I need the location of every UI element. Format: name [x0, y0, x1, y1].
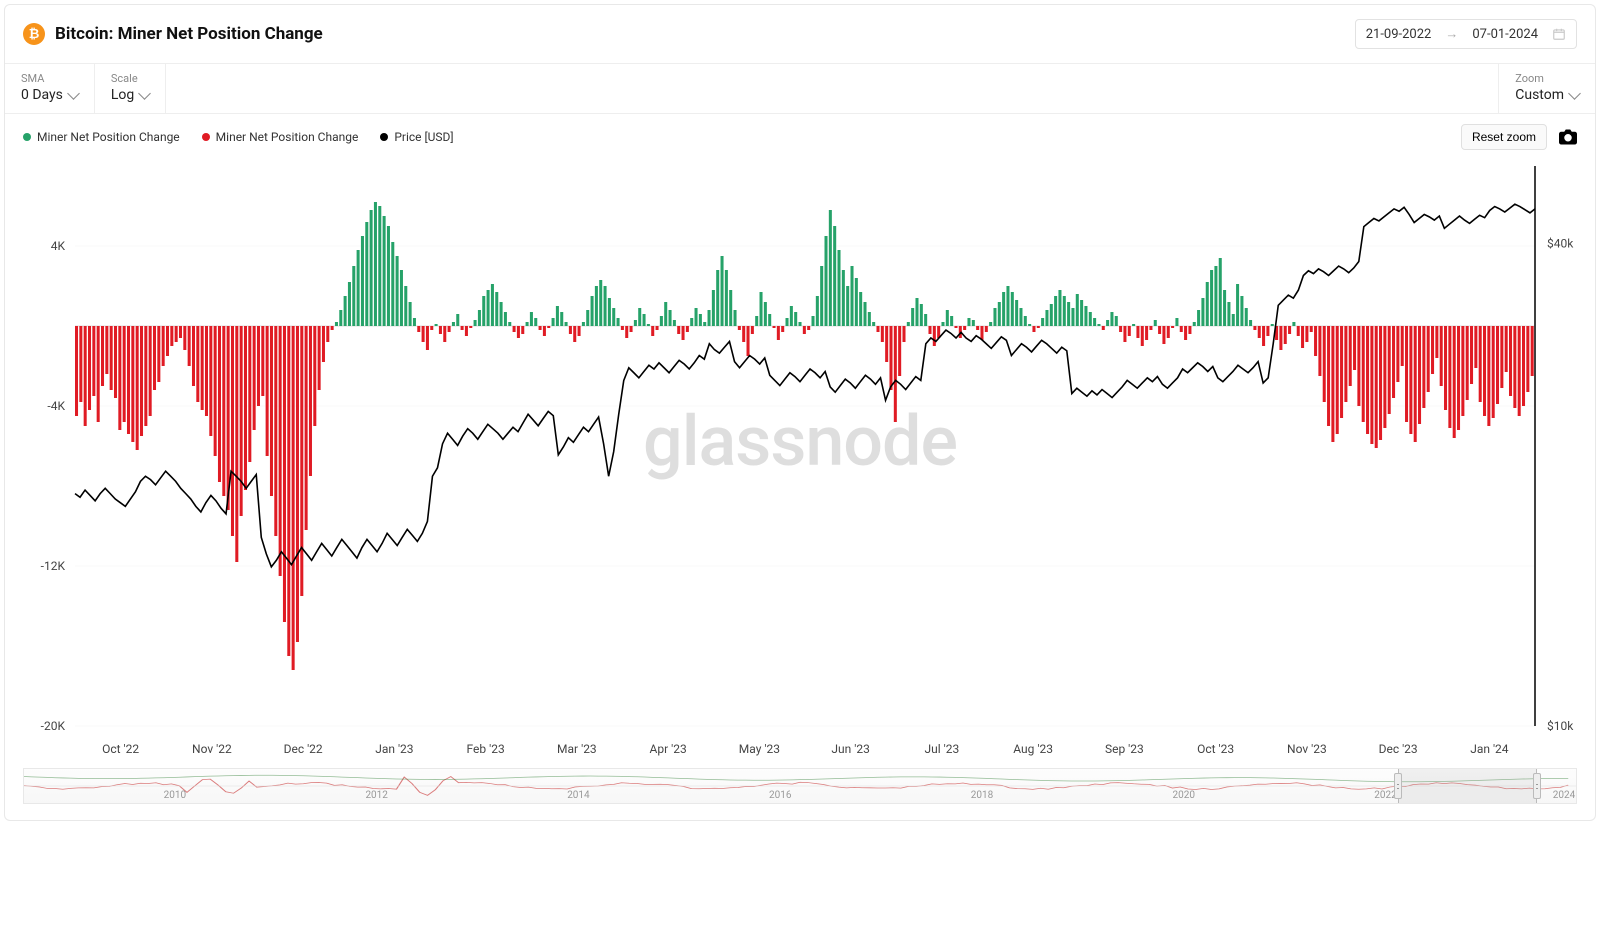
brush-year-label: 2012 [365, 790, 387, 801]
scale-control[interactable]: Scale Log [95, 64, 166, 113]
x-tick-label: Mar '23 [531, 742, 622, 756]
x-tick-label: May '23 [714, 742, 805, 756]
x-tick-label: Nov '22 [166, 742, 257, 756]
chart-svg: -20K-12K-4K4K$10k$40k [75, 156, 1535, 736]
brush-year-label: 2024 [1553, 790, 1575, 801]
x-tick-label: Dec '23 [1353, 742, 1444, 756]
dot-icon [202, 133, 210, 141]
chart-panel: ₿ Bitcoin: Miner Net Position Change 21-… [4, 4, 1596, 821]
x-tick-label: Feb '23 [440, 742, 531, 756]
x-tick-label: Dec '22 [258, 742, 349, 756]
x-tick-label: Sep '23 [1079, 742, 1170, 756]
svg-text:-12K: -12K [41, 559, 66, 573]
controls-bar: SMA 0 Days Scale Log Zoom Custom [5, 64, 1595, 114]
date-range-picker[interactable]: 21-09-2022 → 07-01-2024 [1355, 19, 1577, 49]
legend-bar: Miner Net Position Change Miner Net Posi… [5, 114, 1595, 156]
arrow-right-icon: → [1445, 26, 1458, 42]
chevron-down-icon [1568, 87, 1581, 100]
sma-value: 0 Days [21, 87, 63, 103]
x-tick-label: Aug '23 [988, 742, 1079, 756]
svg-text:-20K: -20K [41, 719, 66, 733]
title-wrap: ₿ Bitcoin: Miner Net Position Change [23, 23, 323, 45]
zoom-control[interactable]: Zoom Custom [1498, 64, 1595, 113]
time-brush[interactable]: 20102012201420162018202020222024 [23, 768, 1577, 804]
chevron-down-icon [138, 87, 151, 100]
brush-selection[interactable] [1398, 769, 1538, 803]
right-tools: Reset zoom [1461, 124, 1577, 150]
chart-area[interactable]: glassnode -20K-12K-4K4K$10k$40k [5, 156, 1595, 736]
brush-year-label: 2018 [971, 790, 993, 801]
brush-sparkline [24, 769, 1576, 803]
svg-text:-4K: -4K [47, 399, 65, 413]
calendar-icon [1552, 27, 1566, 41]
svg-text:$40k: $40k [1547, 237, 1574, 251]
zoom-value: Custom [1515, 87, 1564, 103]
camera-icon[interactable] [1559, 129, 1577, 145]
sma-label: SMA [21, 72, 78, 85]
date-from: 21-09-2022 [1366, 27, 1432, 42]
x-tick-label: Jun '23 [805, 742, 896, 756]
x-tick-label: Jan '24 [1444, 742, 1535, 756]
brush-handle-right[interactable] [1533, 773, 1541, 799]
x-axis: Oct '22Nov '22Dec '22Jan '23Feb '23Mar '… [5, 736, 1595, 760]
brush-handle-left[interactable] [1394, 773, 1402, 799]
legend-positive[interactable]: Miner Net Position Change [23, 130, 180, 144]
scale-label: Scale [111, 72, 149, 85]
zoom-label: Zoom [1515, 72, 1544, 85]
x-tick-label: Oct '23 [1170, 742, 1261, 756]
chart-title: Bitcoin: Miner Net Position Change [55, 24, 323, 44]
x-tick-label: Oct '22 [75, 742, 166, 756]
brush-year-label: 2010 [164, 790, 186, 801]
chevron-down-icon [67, 87, 80, 100]
brush-year-label: 2020 [1172, 790, 1194, 801]
scale-value: Log [111, 87, 134, 103]
bitcoin-icon: ₿ [23, 23, 45, 45]
sma-control[interactable]: SMA 0 Days [5, 64, 95, 113]
x-tick-label: Apr '23 [623, 742, 714, 756]
legend-negative[interactable]: Miner Net Position Change [202, 130, 359, 144]
svg-text:$10k: $10k [1547, 719, 1574, 733]
svg-text:4K: 4K [51, 239, 66, 253]
brush-year-label: 2016 [769, 790, 791, 801]
reset-zoom-button[interactable]: Reset zoom [1461, 124, 1547, 150]
header: ₿ Bitcoin: Miner Net Position Change 21-… [5, 5, 1595, 64]
dot-icon [23, 133, 31, 141]
x-tick-label: Jan '23 [349, 742, 440, 756]
dot-icon [380, 133, 388, 141]
x-tick-label: Nov '23 [1261, 742, 1352, 756]
legend-price[interactable]: Price [USD] [380, 130, 453, 144]
brush-year-label: 2014 [567, 790, 589, 801]
date-to: 07-01-2024 [1472, 27, 1538, 42]
legend: Miner Net Position Change Miner Net Posi… [23, 130, 454, 144]
x-tick-label: Jul '23 [896, 742, 987, 756]
